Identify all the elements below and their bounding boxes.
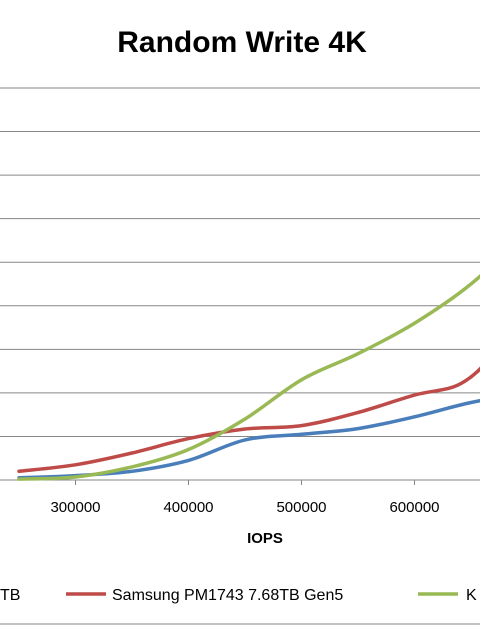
legend-label-3: K: [466, 587, 477, 604]
x-tick-label: 400000: [163, 499, 213, 516]
series-line-2: [17, 366, 480, 474]
series-line-1: [17, 398, 480, 480]
legend: TB Samsung PM1743 7.68TB Gen5 K: [0, 587, 477, 604]
x-tick-label: 600000: [389, 499, 439, 516]
series-lines: [17, 274, 480, 481]
legend-label-2: Samsung PM1743 7.68TB Gen5: [112, 587, 343, 604]
gridlines: [0, 87, 480, 437]
x-tick-label: 300000: [50, 499, 100, 516]
x-axis-label: IOPS: [247, 530, 283, 547]
series-line-3: [17, 274, 480, 481]
x-tick-label: 500000: [276, 499, 326, 516]
x-tick-labels: 30000040000050000060000070: [50, 480, 440, 516]
chart-title: Random Write 4K: [117, 26, 367, 59]
legend-label-1: TB: [0, 587, 20, 604]
